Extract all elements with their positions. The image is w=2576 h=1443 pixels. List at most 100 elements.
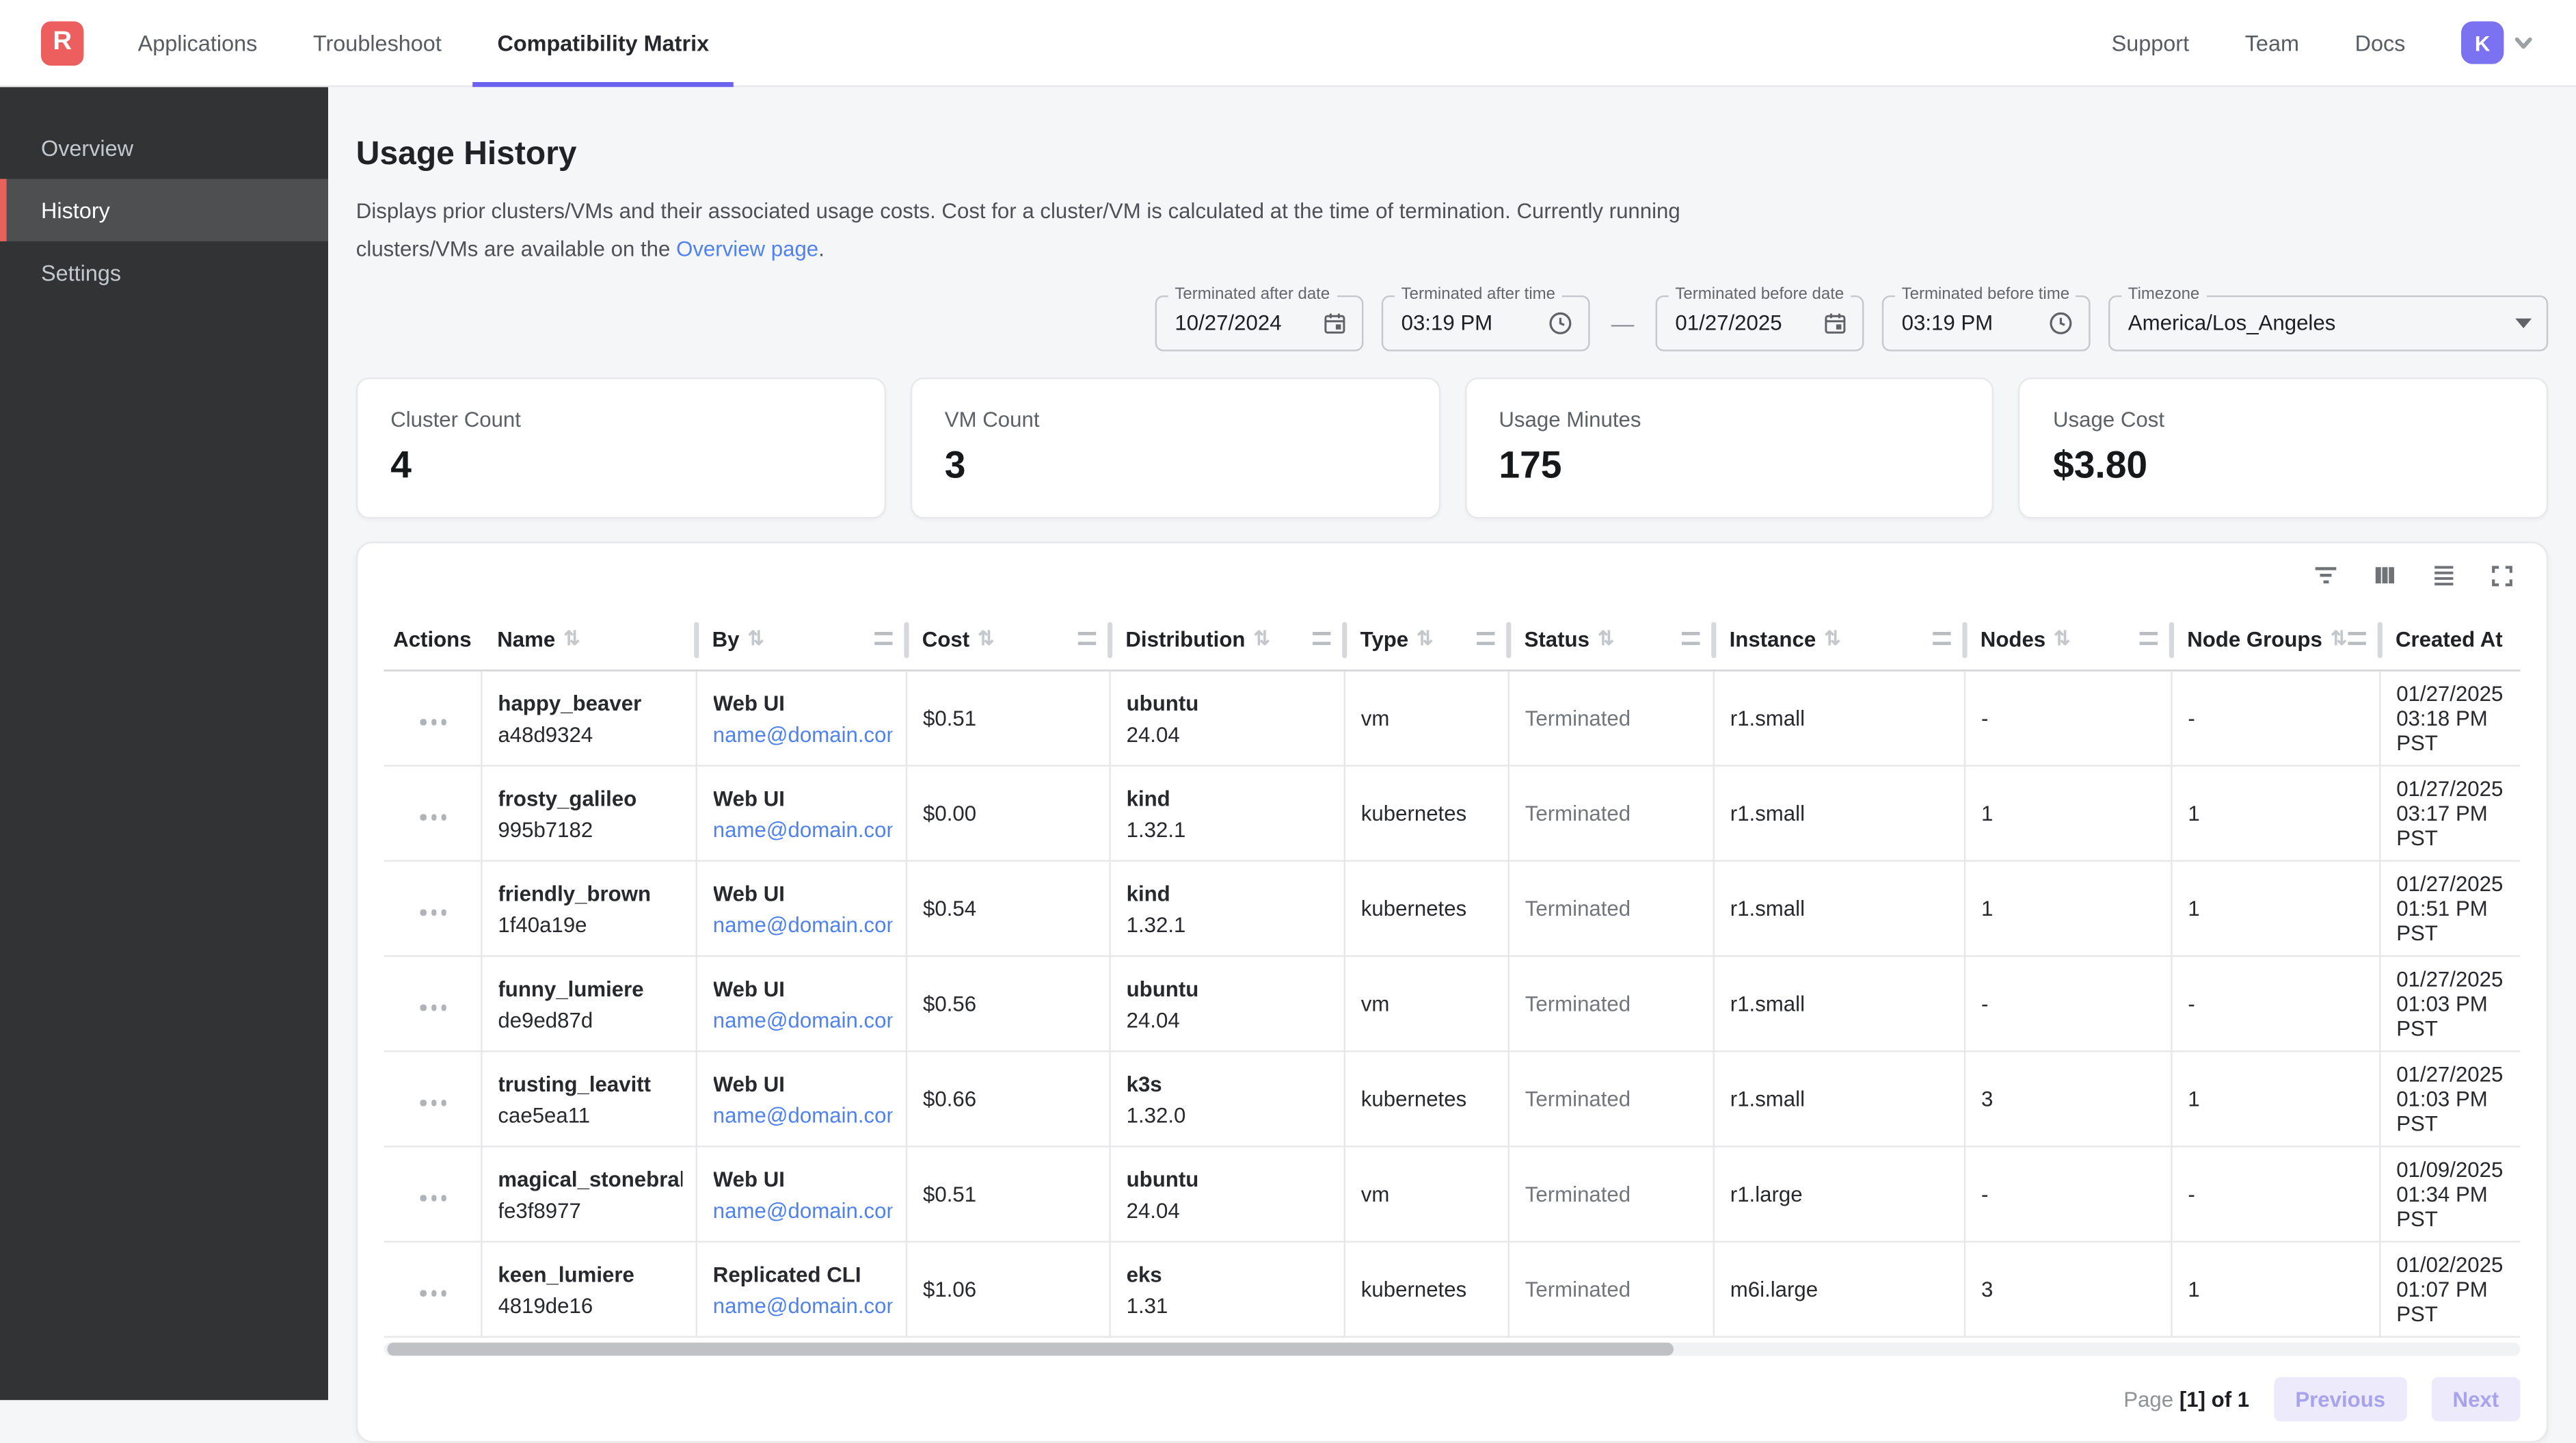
overview-page-link[interactable]: Overview page — [676, 236, 819, 261]
created-by-email-link[interactable]: name@domain.com — [712, 1102, 892, 1127]
horizontal-scrollbar[interactable] — [384, 1342, 2521, 1356]
created-by-email-link[interactable]: name@domain.com — [712, 912, 892, 937]
sort-icon[interactable]: ⇅ — [1597, 627, 1615, 651]
filter-icon[interactable] — [2312, 561, 2340, 590]
field-value: 01/27/2025 — [1675, 310, 1782, 335]
column-drag-handle-icon[interactable] — [1477, 632, 1495, 646]
sort-icon[interactable]: ⇅ — [1253, 627, 1270, 651]
terminated-before-time-field[interactable]: Terminated before time 03:19 PM — [1881, 284, 2091, 351]
nav-item-troubleshoot[interactable]: Troubleshoot — [312, 30, 442, 55]
sidebar: Overview History Settings — [0, 87, 329, 1401]
nav-link-team[interactable]: Team — [2244, 30, 2299, 55]
column-header[interactable]: Type ⇅ — [1343, 608, 1512, 672]
fullscreen-icon[interactable] — [2489, 562, 2515, 588]
row-actions-button[interactable] — [415, 1189, 451, 1208]
table-header-row: Actions Name ⇅ By ⇅ Cost ⇅ Distribution — [384, 608, 2521, 672]
scrollbar-thumb[interactable] — [387, 1342, 1674, 1356]
node-groups-value: - — [2188, 1182, 2195, 1207]
terminated-after-time-field[interactable]: Terminated after time 03:19 PM — [1381, 284, 1590, 351]
cluster-name: happy_beaver — [498, 690, 642, 715]
column-drag-handle-icon[interactable] — [874, 632, 893, 646]
calendar-icon[interactable] — [1322, 309, 1347, 335]
column-header[interactable]: Instance ⇅ — [1713, 608, 1968, 672]
sidebar-item-settings[interactable]: Settings — [41, 260, 122, 285]
cost-value: $0.51 — [923, 1182, 977, 1207]
row-actions-button[interactable] — [415, 903, 451, 922]
clock-icon[interactable] — [2048, 309, 2074, 335]
sidebar-item-history[interactable]: History — [0, 178, 329, 241]
created-by-source: Web UI — [712, 880, 785, 905]
replicated-logo[interactable]: R — [41, 21, 84, 65]
dropdown-arrow-icon[interactable] — [2515, 317, 2532, 328]
previous-page-button[interactable]: Previous — [2274, 1377, 2407, 1422]
column-drag-handle-icon[interactable] — [2139, 632, 2158, 646]
field-value: 03:19 PM — [1401, 310, 1493, 335]
column-drag-handle-icon[interactable] — [1313, 632, 1331, 646]
row-actions-button[interactable] — [415, 713, 451, 732]
top-navbar: R Applications Troubleshoot Compatibilit… — [0, 0, 2576, 88]
sort-icon[interactable]: ⇅ — [978, 627, 995, 651]
created-at-date: 01/27/2025 — [2396, 966, 2504, 992]
created-by-source: Web UI — [712, 690, 785, 715]
created-at-date: 01/27/2025 — [2396, 871, 2504, 897]
column-drag-handle-icon[interactable] — [2348, 632, 2366, 646]
column-header[interactable]: Cost ⇅ — [905, 608, 1113, 672]
column-drag-handle-icon[interactable] — [1933, 632, 1951, 646]
avatar[interactable]: K — [2461, 21, 2504, 64]
nav-link-docs[interactable]: Docs — [2354, 30, 2406, 55]
field-value: America/Los_Angeles — [2128, 310, 2336, 335]
calendar-icon[interactable] — [1823, 309, 1847, 335]
created-by-email-link[interactable]: name@domain.com — [712, 1007, 892, 1032]
column-header[interactable]: Node Groups ⇅ — [2171, 608, 2383, 672]
column-drag-handle-icon[interactable] — [1077, 632, 1097, 646]
terminated-after-date-field[interactable]: Terminated after date 10/27/2024 — [1155, 284, 1364, 351]
sort-icon[interactable]: ⇅ — [2054, 627, 2071, 651]
row-actions-button[interactable] — [415, 808, 451, 827]
column-drag-handle-icon[interactable] — [1682, 632, 1700, 646]
sort-icon[interactable]: ⇅ — [563, 627, 580, 651]
column-header[interactable]: Actions — [384, 608, 481, 672]
sort-icon[interactable]: ⇅ — [1417, 627, 1434, 651]
nodes-value: 1 — [1981, 801, 1994, 826]
timezone-select[interactable]: Timezone America/Los_Angeles — [2108, 284, 2549, 351]
cluster-id: a48d9324 — [498, 721, 593, 746]
column-header[interactable]: Distribution ⇅ — [1109, 608, 1347, 672]
cluster-name: trusting_leavitt — [498, 1071, 652, 1096]
column-header[interactable]: Name ⇅ — [481, 608, 699, 672]
row-actions-button[interactable] — [415, 1093, 451, 1112]
created-by-email-link[interactable]: name@domain.com — [712, 1197, 892, 1222]
clock-icon[interactable] — [1547, 309, 1573, 335]
nav-link-support[interactable]: Support — [2111, 30, 2190, 55]
cost-value: $1.06 — [923, 1277, 977, 1302]
column-header[interactable]: Status ⇅ — [1507, 608, 1717, 672]
columns-icon[interactable] — [2371, 561, 2399, 590]
nav-item-applications[interactable]: Applications — [137, 30, 258, 55]
sort-icon[interactable]: ⇅ — [747, 627, 764, 651]
sort-icon[interactable]: ⇅ — [1824, 627, 1841, 651]
nav-item-compatibility-matrix[interactable]: Compatibility Matrix — [470, 0, 737, 88]
column-header[interactable]: Created At ↓ — [2379, 608, 2521, 672]
field-label: Terminated after time — [1395, 284, 1562, 303]
type-value: kubernetes — [1360, 801, 1467, 826]
distribution-name: ubuntu — [1126, 690, 1199, 715]
column-header[interactable]: By ⇅ — [695, 608, 909, 672]
density-icon[interactable] — [2430, 561, 2458, 590]
sort-icon[interactable]: ⇅ — [2330, 627, 2347, 651]
next-page-button[interactable]: Next — [2431, 1377, 2521, 1422]
created-by-email-link[interactable]: name@domain.com — [712, 1293, 892, 1318]
stat-card-vm-count: VM Count 3 — [910, 376, 1440, 518]
column-header-label: Name — [497, 626, 556, 652]
row-actions-button[interactable] — [415, 998, 451, 1017]
sidebar-item-overview[interactable]: Overview — [41, 135, 134, 161]
distribution-version: 1.32.0 — [1126, 1102, 1186, 1127]
terminated-before-date-field[interactable]: Terminated before date 01/27/2025 — [1655, 284, 1864, 351]
column-header[interactable]: Nodes ⇅ — [1963, 608, 2175, 672]
nodes-value: 3 — [1981, 1086, 1994, 1111]
page-indicator-current: [1] of 1 — [2179, 1387, 2250, 1412]
row-actions-button[interactable] — [415, 1284, 451, 1303]
created-by-email-link[interactable]: name@domain.com — [712, 721, 892, 746]
table-row: friendly_brown 1f40a19e Web UI name@domain… — [384, 860, 2521, 957]
account-menu[interactable]: K — [2461, 21, 2535, 64]
created-by-email-link[interactable]: name@domain.com — [712, 817, 892, 841]
